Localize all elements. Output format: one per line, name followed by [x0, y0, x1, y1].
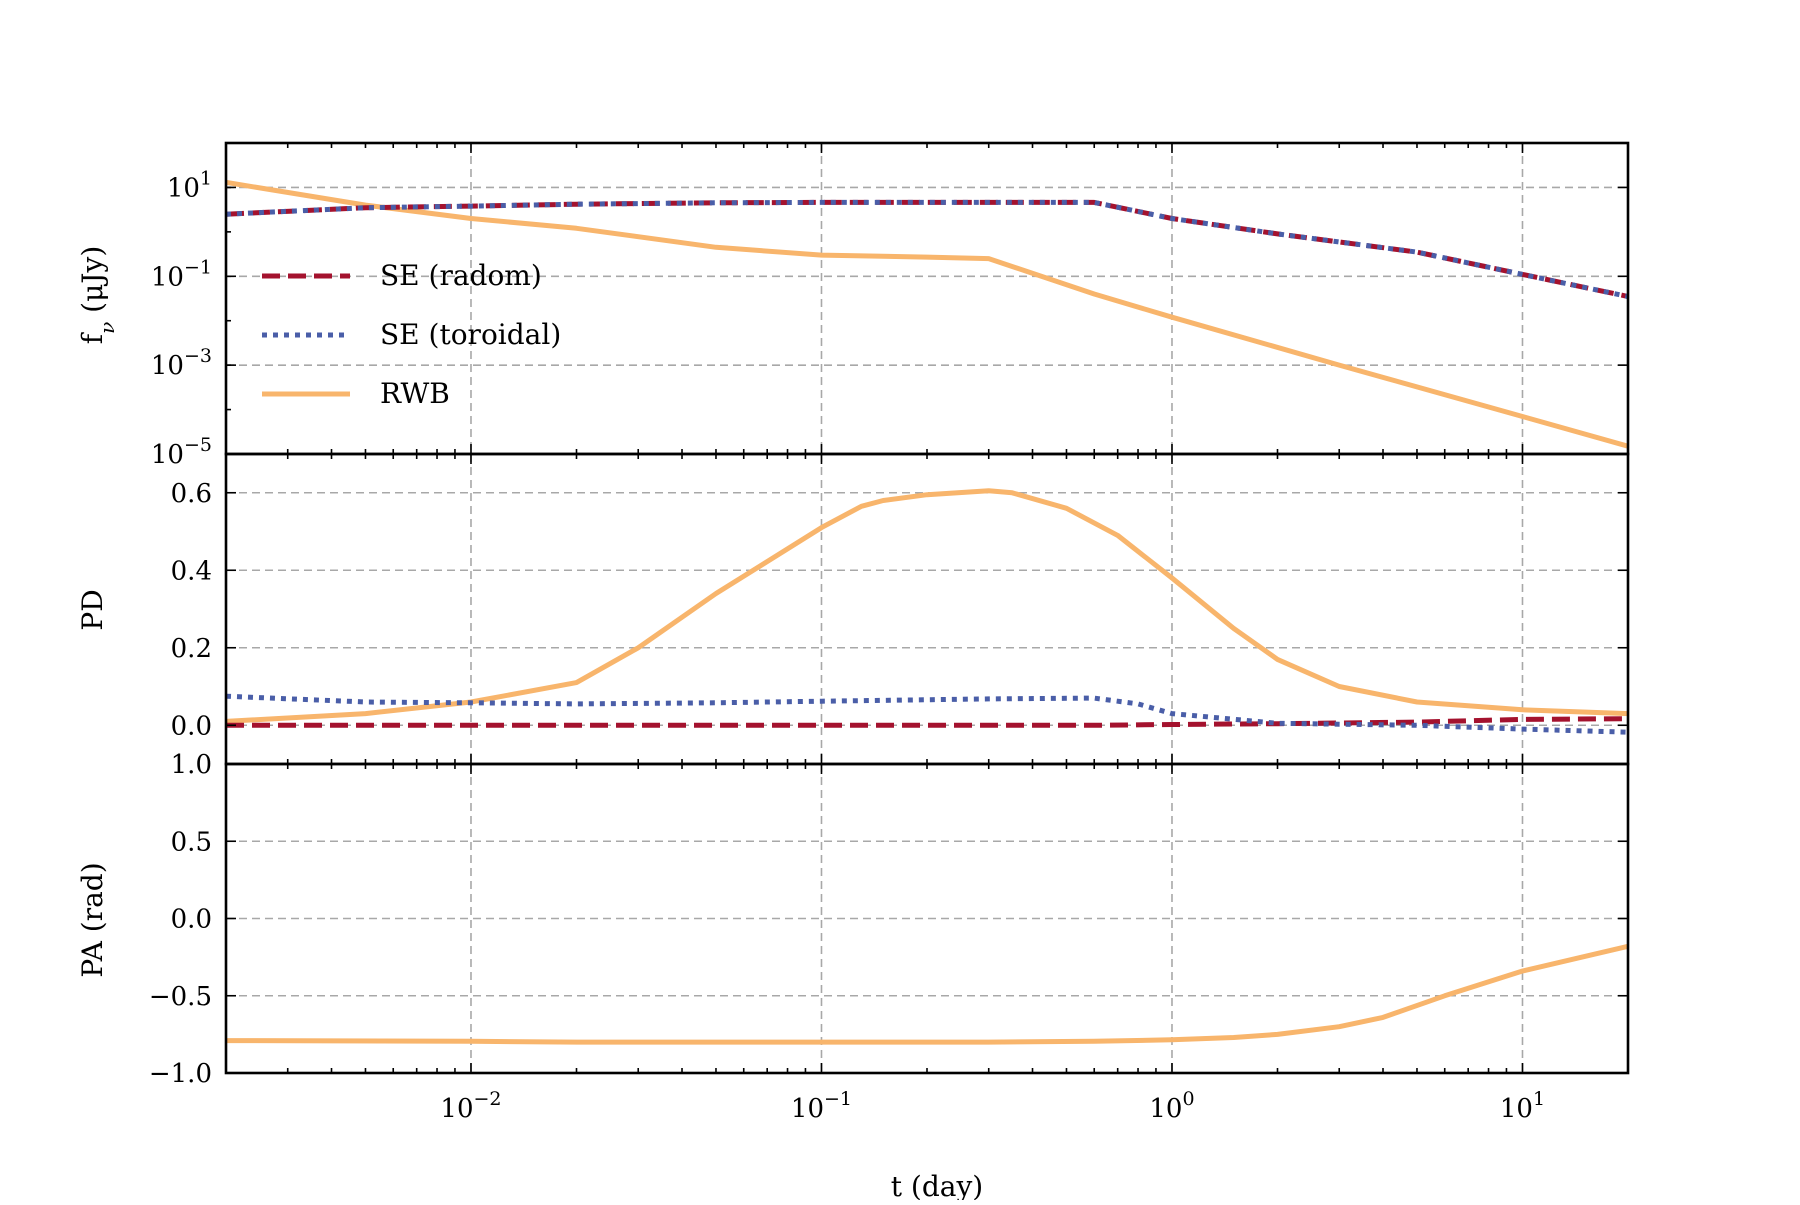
ytick-label-base: 10 [167, 173, 200, 203]
ytick-label-pa-1: 0.5 [171, 827, 212, 857]
series-flux-rwb [226, 179, 1628, 449]
legend-label-rwb: RWB [380, 377, 450, 410]
xtick-label-1: 10−1 [791, 1088, 852, 1124]
legend-label-se-radom: SE (radom) [380, 259, 542, 292]
ticks-layer: 10110−110−310−50.00.20.40.61.00.50.0−0.5… [149, 143, 1628, 1124]
xtick-label-exp: 0 [1182, 1088, 1194, 1110]
series-layer [226, 179, 1628, 1045]
xtick-label-base: 10 [440, 1094, 473, 1124]
flux-ylabel-sub: ν [95, 322, 119, 334]
xtick-label-exp: 1 [1533, 1088, 1545, 1110]
ytick-label-exp: −1 [184, 256, 212, 278]
ytick-label-pa-4: −1.0 [149, 1059, 212, 1089]
series-pd-rwb [226, 488, 1628, 724]
ytick-label-base: 10 [151, 440, 184, 470]
ytick-label-flux-0: 101 [167, 167, 212, 203]
ytick-label-flux-3: 10−5 [151, 434, 212, 470]
ytick-label-pd-0: 0.0 [171, 711, 212, 741]
xtick-label-base: 10 [1500, 1094, 1533, 1124]
xtick-label-base: 10 [1149, 1094, 1182, 1124]
xtick-label-exp: −2 [474, 1088, 502, 1110]
series-pd-se-toroidal [226, 693, 1628, 735]
ytick-label-pd-1: 0.2 [171, 634, 212, 664]
ytick-label-base: 10 [151, 262, 184, 292]
ytick-label-pa-2: 0.0 [171, 905, 212, 935]
ytick-label-exp: 1 [200, 167, 212, 189]
flux-ylabel-main: f [76, 331, 109, 344]
legend-label-se-toroidal: SE (toroidal) [380, 318, 561, 351]
xtick-label-2: 100 [1149, 1088, 1194, 1124]
xtick-label-base: 10 [791, 1094, 824, 1124]
series-pa-rwb [226, 943, 1628, 1045]
series-pd-se-radom [226, 716, 1628, 728]
xtick-label-0: 10−2 [440, 1088, 501, 1124]
ytick-label-exp: −3 [184, 345, 212, 367]
ytick-label-exp: −5 [184, 434, 212, 456]
panel-frame-pd [224, 452, 1630, 766]
xtick-label-3: 101 [1500, 1088, 1545, 1124]
ytick-label-flux-2: 10−3 [151, 345, 212, 381]
legend: SE (radom) SE (toroidal) RWB [262, 259, 561, 410]
pd-ylabel: PD [76, 589, 109, 630]
flux-ylabel: fν (μJy) [76, 246, 119, 345]
pa-ylabel: PA (rad) [76, 862, 109, 977]
ytick-label-pd-2: 0.4 [171, 556, 212, 586]
ytick-label-pa-3: −0.5 [149, 982, 212, 1012]
xtick-label-exp: −1 [824, 1088, 852, 1110]
ytick-label-base: 10 [151, 351, 184, 381]
flux-ylabel-rest: (μJy) [76, 246, 109, 322]
ytick-label-pa-0: 1.0 [171, 750, 212, 780]
series-flux-se-toroidal [226, 199, 1628, 299]
ytick-label-pd-3: 0.6 [171, 479, 212, 509]
x-axis-label: t (day) [891, 1170, 983, 1200]
ytick-label-flux-1: 10−1 [151, 256, 212, 292]
